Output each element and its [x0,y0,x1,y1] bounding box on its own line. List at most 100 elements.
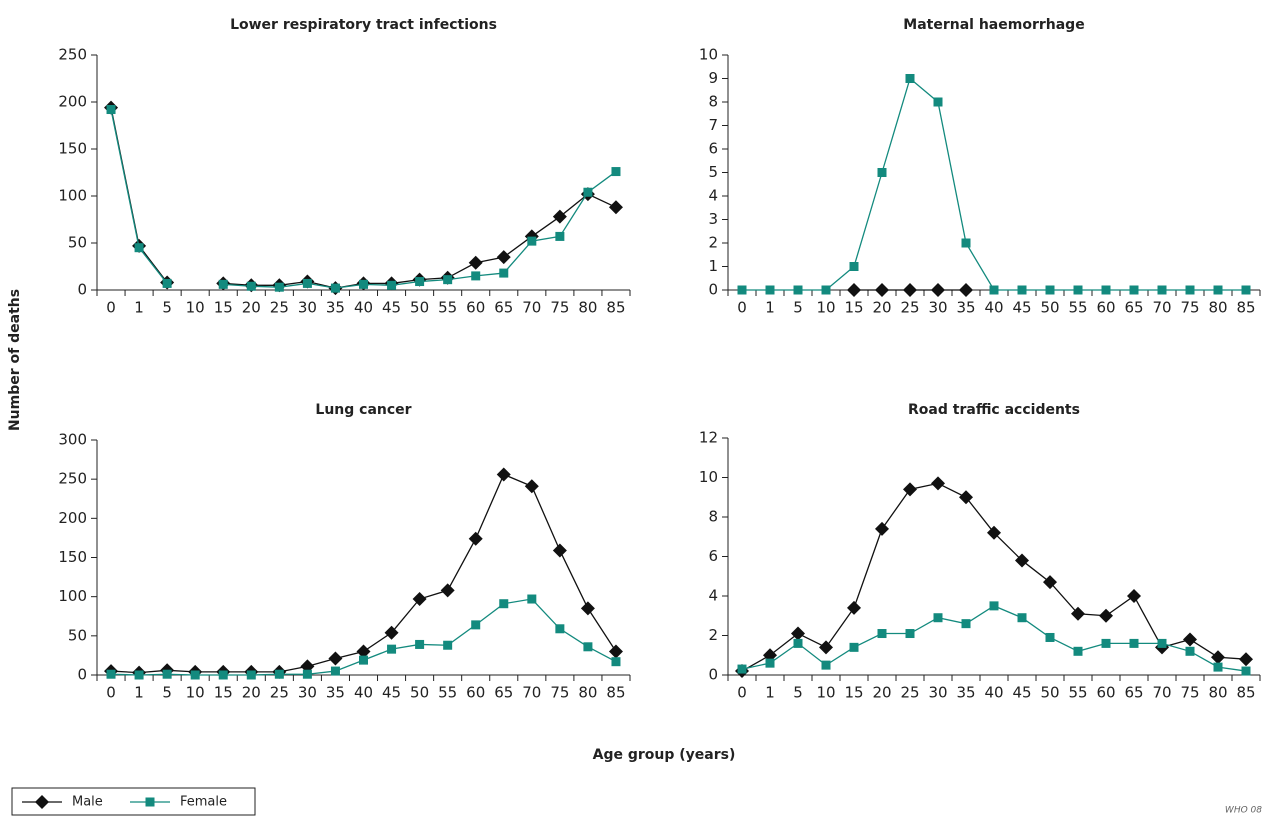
marker [877,168,887,177]
marker [1157,638,1167,648]
marker [440,583,455,598]
marker [162,278,172,288]
x-tick-label: 75 [550,299,569,317]
x-tick-label: 35 [326,299,345,317]
x-tick-label: 5 [162,299,172,317]
y-tick-label: 5 [708,163,718,181]
x-tick-label: 45 [382,299,401,317]
x-tick-label: 15 [214,299,233,317]
marker [849,262,859,271]
marker [412,592,427,607]
y-tick-label: 7 [708,116,718,134]
y-tick-label: 200 [58,93,87,111]
marker [903,482,917,497]
marker [793,638,803,648]
marker [1241,285,1251,295]
x-tick-label: 85 [606,299,625,317]
marker [580,601,595,616]
x-tick-label: 0 [106,684,116,702]
marker [987,525,1001,540]
x-tick-label: 70 [1152,299,1171,317]
marker [737,285,747,295]
marker [330,283,340,293]
marker [552,543,567,558]
x-tick-label: 30 [298,299,317,317]
x-tick-label: 75 [1180,684,1199,702]
x-tick-label: 45 [1012,299,1031,317]
marker [190,670,200,680]
x-tick-label: 20 [242,684,261,702]
marker [468,255,483,270]
marker [905,629,915,639]
marker [1101,638,1111,648]
y-tick-label: 2 [708,234,718,252]
marker [555,231,565,241]
x-tick-label: 0 [737,299,747,317]
x-tick-label: 15 [844,684,863,702]
series-line [741,605,1247,672]
marker [1045,285,1055,295]
marker [415,277,425,287]
x-tick-label: 30 [928,684,947,702]
marker [443,640,453,650]
marker [905,74,915,83]
x-tick-label: 20 [872,299,891,317]
marker [875,283,889,297]
x-tick-label: 70 [1152,684,1171,702]
x-tick-label: 5 [162,684,172,702]
marker [134,243,144,253]
x-tick-label: 75 [1180,299,1199,317]
x-tick-label: 55 [438,299,457,317]
marker [35,795,49,809]
legend-box [11,787,256,816]
y-tick-label: 250 [58,470,87,488]
y-tick-label: 1 [708,257,718,275]
y-tick-label: 12 [699,429,718,447]
y-tick-label: 6 [708,140,718,158]
x-tick-label: 45 [382,684,401,702]
x-tick-label: 65 [1124,299,1143,317]
marker [552,209,567,224]
marker [608,200,623,215]
marker [499,599,509,609]
marker [302,278,312,288]
x-tick-label: 55 [438,684,457,702]
y-tick-label: 10 [699,468,718,486]
marker [1101,285,1111,295]
marker [527,236,537,246]
marker [387,644,397,654]
x-tick-label: 50 [1040,684,1059,702]
marker [387,280,397,290]
marker [415,639,425,649]
x-tick-label: 50 [410,299,429,317]
marker [527,594,537,604]
series-line [110,107,617,289]
y-tick-label: 100 [58,587,87,605]
x-tick-label: 55 [1068,684,1087,702]
x-tick-label: 10 [816,299,835,317]
marker [359,655,368,665]
y-tick-label: 200 [58,509,87,527]
y-tick-label: 9 [708,69,718,87]
x-tick-label: 0 [737,684,747,702]
x-tick-label: 85 [1236,299,1255,317]
x-tick-label: 55 [1068,299,1087,317]
marker [765,285,775,295]
marker [961,619,971,629]
x-tick-label: 80 [1208,299,1227,317]
marker [1015,553,1029,568]
marker [1185,646,1195,656]
marker [218,670,228,680]
x-tick-label: 40 [984,299,1003,317]
marker [555,624,565,634]
marker [1043,575,1057,590]
x-tick-label: 1 [134,299,144,317]
x-tick-label: 60 [466,684,485,702]
marker [931,283,945,297]
marker [959,490,973,505]
marker [274,669,284,679]
x-tick-label: 25 [900,299,919,317]
marker [359,279,368,289]
marker [145,797,155,807]
marker [106,105,116,115]
